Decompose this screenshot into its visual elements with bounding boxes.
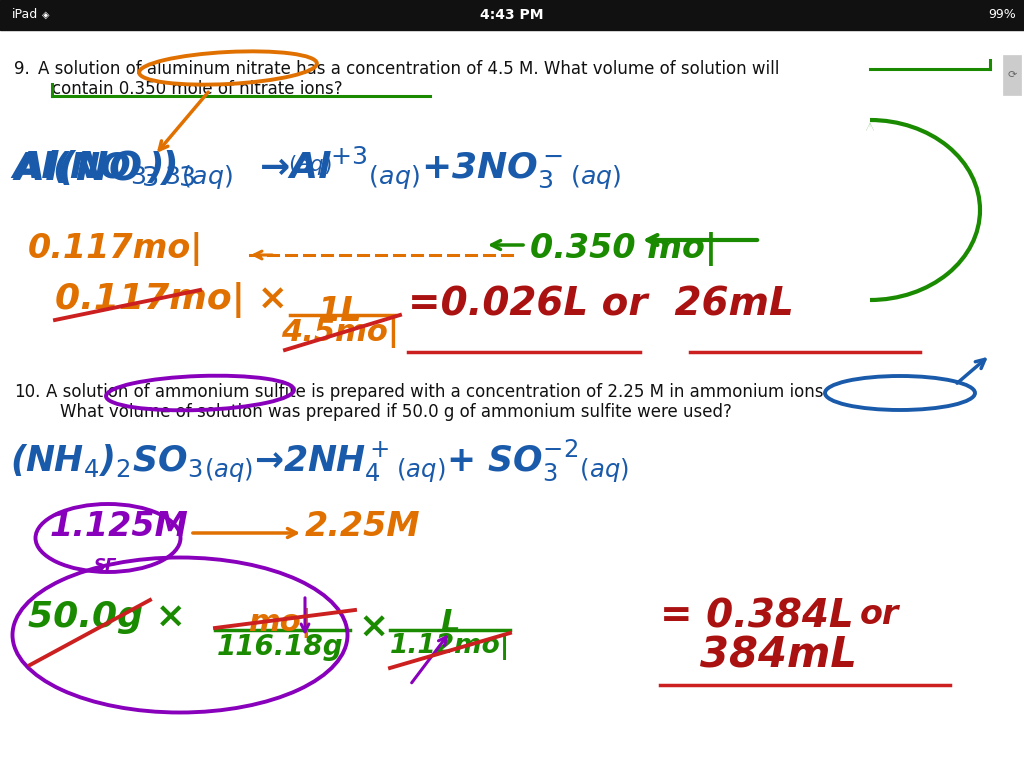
Text: L: L (440, 608, 460, 637)
Text: 1.125M: 1.125M (50, 510, 188, 543)
Text: 1L: 1L (317, 295, 362, 328)
Text: =0.026L or  26mL: =0.026L or 26mL (408, 285, 794, 323)
Text: 0.117mo| ×: 0.117mo| × (55, 282, 288, 318)
Text: What volume of solution was prepared if 50.0 g of ammonium sulfite were used?: What volume of solution was prepared if … (60, 403, 732, 421)
Text: 50.0g ×: 50.0g × (28, 600, 186, 634)
Bar (0, 0, 1024, 30)
Text: or: or (860, 598, 899, 631)
Text: 0.117mo|: 0.117mo| (28, 232, 204, 266)
Text: ◈: ◈ (42, 10, 49, 20)
Text: 9.: 9. (14, 60, 30, 78)
Text: contain 0.350 mole of nitrate ions?: contain 0.350 mole of nitrate ions? (52, 80, 343, 98)
Text: A solution of aluminum nitrate has a concentration of 4.5 M. What volume of solu: A solution of aluminum nitrate has a con… (38, 60, 779, 78)
Text: 4:43 PM: 4:43 PM (480, 8, 544, 22)
Text: $_{(aq)}$: $_{(aq)}$ (12, 148, 332, 177)
Text: A solution of ammonium sulfite is prepared with a concentration of 2.25 M in amm: A solution of ammonium sulfite is prepar… (46, 383, 828, 401)
Text: = 0.384L: = 0.384L (660, 598, 854, 636)
Text: 384mL: 384mL (700, 635, 857, 677)
Text: 0.350 mo|: 0.350 mo| (530, 232, 717, 266)
Text: (NH$_4$)$_2$SO$_3$$_{(aq)}$→2NH$_4^+$$_{(aq)}$+ SO$_3^{-2}$$_{(aq)}$: (NH$_4$)$_2$SO$_3$$_{(aq)}$→2NH$_4^+$$_{… (10, 438, 629, 485)
Text: mo|: mo| (248, 608, 312, 638)
Text: 1.12mo|: 1.12mo| (390, 633, 510, 660)
Text: 2.25M: 2.25M (305, 510, 421, 543)
Bar (1002, 55, 1021, 95)
Text: 4.5mo|: 4.5mo| (281, 318, 399, 348)
Text: iPad: iPad (12, 8, 38, 22)
Text: ⟳: ⟳ (1008, 70, 1017, 80)
Text: Al(NO$_3$)$_3$: Al(NO$_3$)$_3$ (12, 148, 196, 187)
Text: Al(NO$_3$)$_3$$_{(aq)}$  →Al$^{+3}$$_{(aq)}$+3NO$_3^-$$_{(aq)}$: Al(NO$_3$)$_3$$_{(aq)}$ →Al$^{+3}$$_{(aq… (10, 145, 622, 192)
Text: ×: × (358, 610, 388, 644)
Text: SF: SF (93, 557, 117, 575)
Text: 99%: 99% (988, 8, 1016, 22)
Text: 10.: 10. (14, 383, 40, 401)
Text: 116.18g: 116.18g (217, 633, 343, 661)
